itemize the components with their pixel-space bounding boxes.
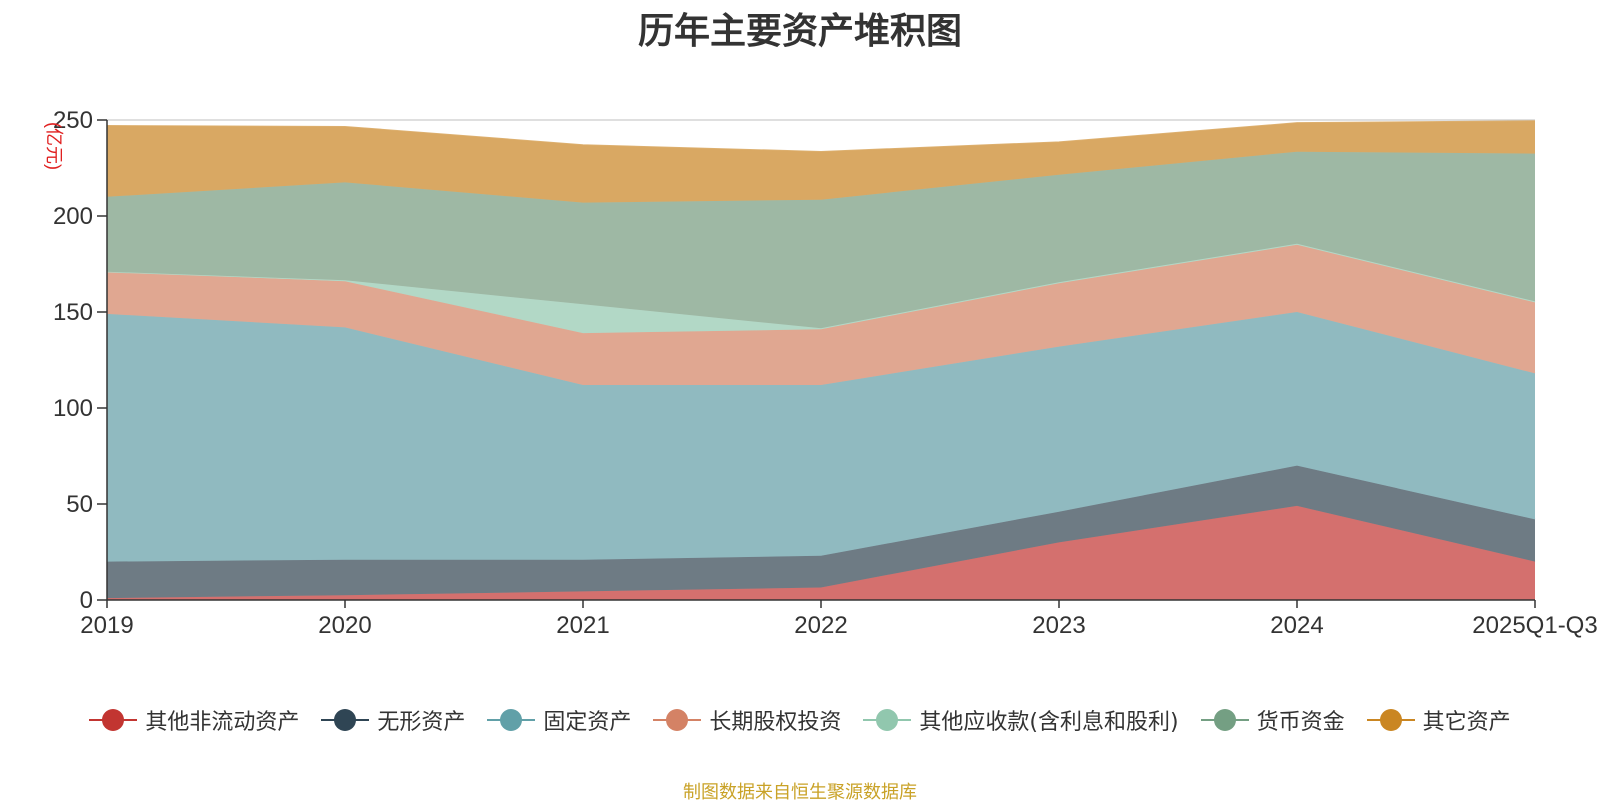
legend-marker-icon [1200,708,1249,732]
legend-marker-icon [89,708,138,732]
legend-label: 其他非流动资产 [145,710,300,735]
area-series-0 [107,505,1535,600]
legend-marker-icon [653,708,702,732]
x-tick-label: 2019 [80,612,133,639]
legend-label: 无形资产 [377,710,466,735]
y-tick-label: 50 [66,491,93,518]
y-tick-label: 0 [80,587,93,614]
x-tick-label: 2022 [794,612,847,639]
y-tick-label: 100 [53,395,93,422]
legend-item-0[interactable]: 其他非流动资产 [89,704,299,736]
legend-marker-icon [321,708,370,732]
legend-item-3[interactable]: 长期股权投资 [653,704,841,736]
source-note: 制图数据来自恒生聚源数据库 [683,782,917,803]
area-series-4 [107,243,1535,334]
x-tick-label: 2023 [1032,612,1085,639]
x-tick-label: 2024 [1270,612,1323,639]
legend-label: 长期股权投资 [709,710,842,735]
legend-label: 其它资产 [1422,710,1511,735]
y-tick-label: 150 [53,299,93,326]
y-tick-label: 200 [53,203,93,230]
axes: 0 50 100 150 200 250 2019 2020 2021 2022 2023 2024 2… [53,107,1598,639]
legend-item-4[interactable]: 其他应收款(含利息和股利) [863,704,1179,736]
area-series-6 [107,121,1535,203]
legend-label: 货币资金 [1256,710,1345,735]
area-series [106,120,1536,600]
legend-label: 其他应收款(含利息和股利) [919,710,1179,735]
legend-label: 固定资产 [543,710,632,735]
x-tick-label: 2021 [556,612,609,639]
y-tick-label: 250 [53,107,93,134]
area-edge-6 [106,120,1536,153]
area-series-1 [107,465,1535,599]
legend-marker-icon [487,708,536,732]
area-series-5 [107,151,1535,329]
legend-item-6[interactable]: 其它资产 [1366,704,1511,736]
area-series-3 [107,244,1535,385]
legend-item-1[interactable]: 无形资产 [321,704,465,736]
legend-item-2[interactable]: 固定资产 [487,704,631,736]
x-tick-label: 2020 [318,612,371,639]
legend: 其他非流动资产 无形资产 固定资产 长期股权投资 其他应收款(含利息和股利) 货币资金 其它… [0,700,1600,740]
chart-title: 历年主要资产堆积图 [637,11,962,52]
y-axis-unit-label: (亿元) [44,122,64,170]
legend-marker-icon [863,708,912,732]
area-series-2 [107,312,1535,562]
x-tick-label: 2025Q1-Q3 [1472,612,1597,639]
legend-item-5[interactable]: 货币资金 [1200,704,1345,736]
legend-marker-icon [1366,708,1415,732]
